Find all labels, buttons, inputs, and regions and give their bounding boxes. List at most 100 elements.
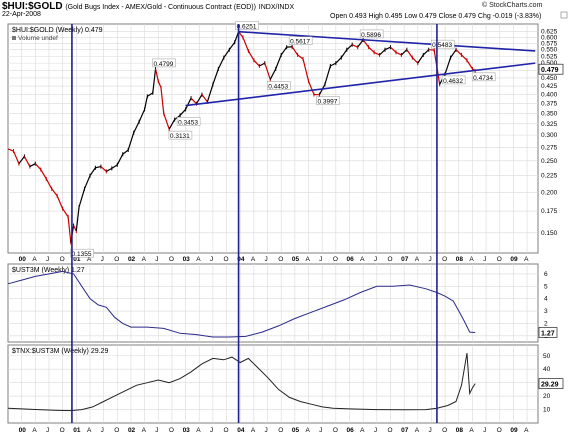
annotation-label: 0.5896 xyxy=(361,32,381,39)
price-segment xyxy=(144,96,148,110)
price-segment xyxy=(400,49,408,56)
trendline xyxy=(238,30,536,52)
x-tick-label: J xyxy=(319,427,322,434)
price-segment xyxy=(100,166,107,172)
annotation-label: 0.4632 xyxy=(443,78,463,85)
price-segment xyxy=(7,148,14,152)
annotation-box xyxy=(152,58,176,68)
price-segment xyxy=(307,80,315,95)
x-tick-label: A xyxy=(87,427,92,434)
price-segment xyxy=(168,119,176,130)
price-segment xyxy=(302,58,310,82)
tnx-panel-title: $TNX:$UST3M (Weekly) 29.29 xyxy=(12,348,108,355)
price-segment xyxy=(95,165,102,169)
price-segment xyxy=(373,51,380,56)
annotation-label: 0.3997 xyxy=(317,99,337,106)
ust3m-line xyxy=(7,270,476,338)
y-tick-label: 0.275 xyxy=(541,144,558,151)
y-tick-label: 0.400 xyxy=(541,92,558,99)
x-tick-label: 01 xyxy=(73,427,81,434)
y-tick-label: 0.500 xyxy=(541,60,558,67)
price-segment xyxy=(411,57,419,64)
x-tick-label: O xyxy=(333,256,338,263)
x-tick-label: A xyxy=(251,427,256,434)
chart-header-symbol: $HUI:$GOLD (Gold Bugs Index - AMEX/Gold … xyxy=(2,1,294,12)
x-tick-label: 01 xyxy=(73,256,81,263)
price-segment xyxy=(379,49,386,56)
y-tick-label: 0.425 xyxy=(541,83,558,90)
price-segment xyxy=(324,65,331,85)
price-segment xyxy=(368,46,375,53)
price-segment xyxy=(264,62,271,80)
y-tick-label: 0.175 xyxy=(541,208,558,215)
price-segment xyxy=(297,54,304,60)
x-tick-label: A xyxy=(32,256,37,263)
price-segment xyxy=(228,41,236,51)
price-segment xyxy=(12,150,20,164)
x-tick-label: O xyxy=(497,256,502,263)
y-tick-label: 50 xyxy=(543,353,551,360)
annotation-box xyxy=(316,96,340,105)
y-tick-label: 10 xyxy=(543,407,551,414)
x-tick-label: A xyxy=(415,256,420,263)
y-tick-label: 3 xyxy=(544,308,548,315)
price-segment xyxy=(280,46,288,56)
x-tick-label: A xyxy=(87,256,92,263)
x-tick-label: J xyxy=(210,256,213,263)
x-tick-label: A xyxy=(360,427,365,434)
last-value-label: 0.479 xyxy=(541,67,559,74)
price-segment xyxy=(67,216,72,243)
price-segment xyxy=(422,49,430,56)
x-tick-label: 08 xyxy=(456,427,464,434)
y-tick-label: 0.550 xyxy=(541,47,558,54)
annotation-box xyxy=(441,75,466,85)
annotation-box xyxy=(471,72,496,82)
price-segment xyxy=(395,51,402,56)
tnx-ust3m-line xyxy=(7,353,476,412)
annotation-label: 0.5483 xyxy=(432,42,452,49)
x-tick-label: 05 xyxy=(292,256,300,263)
x-tick-label: 07 xyxy=(401,256,409,263)
price-segment xyxy=(62,208,69,218)
x-tick-label: 00 xyxy=(19,427,27,434)
price-segment xyxy=(223,49,230,58)
exchange-label: INDX/INDX xyxy=(258,4,295,11)
annotation-box xyxy=(430,39,455,49)
price-segment xyxy=(269,68,277,80)
price-segment xyxy=(242,37,249,52)
price-segment xyxy=(450,49,457,58)
x-tick-label: A xyxy=(306,256,311,263)
y-tick-label: 0.525 xyxy=(541,53,558,60)
last-value-label: 1.27 xyxy=(541,330,555,337)
y-tick-label: 0.625 xyxy=(541,29,558,36)
x-tick-label: 05 xyxy=(292,427,300,434)
price-segment xyxy=(455,49,462,56)
last-value-box xyxy=(538,63,564,75)
price-segment xyxy=(330,62,337,67)
annotation-label: 0.6251 xyxy=(237,24,257,31)
x-tick-label: O xyxy=(278,256,283,263)
price-segment xyxy=(116,153,124,166)
dropdown-icon xyxy=(560,11,568,19)
x-tick-label: 03 xyxy=(183,256,191,263)
y-tick-label: 5 xyxy=(544,283,548,290)
price-segment xyxy=(190,97,197,105)
annotation-label: 0.3131 xyxy=(170,133,190,140)
y-tick-label: 0.600 xyxy=(541,34,558,41)
y-tick-label: 0.575 xyxy=(541,40,558,47)
legend-swatch xyxy=(12,36,16,40)
price-segment xyxy=(253,59,260,67)
x-tick-label: J xyxy=(265,256,268,263)
x-tick-label: J xyxy=(155,427,158,434)
price-segment xyxy=(362,39,370,48)
price-segment xyxy=(259,62,266,67)
y-tick-label: 0.350 xyxy=(541,110,558,117)
annotation-label: 0.5617 xyxy=(290,39,310,46)
annotation-box xyxy=(267,81,291,90)
last-value-box xyxy=(538,327,558,338)
x-tick-label: J xyxy=(101,256,104,263)
chart-date: 22-Apr-2008 xyxy=(2,11,41,18)
x-tick-label: J xyxy=(319,256,322,263)
main-panel-title: $HUI:$GOLD (Weekly) 0.479 xyxy=(12,27,103,34)
